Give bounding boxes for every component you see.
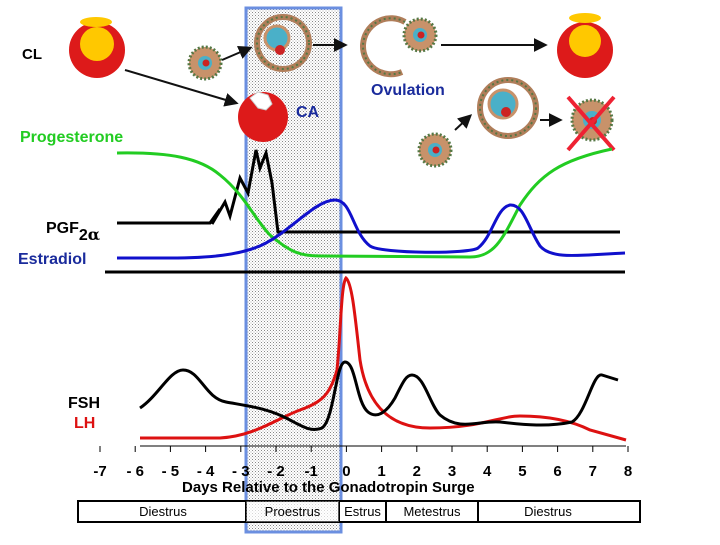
corpus-luteum-icon	[69, 17, 125, 78]
oocyte-icon	[417, 132, 453, 168]
axis-tick-label: 4	[483, 463, 492, 480]
progesterone-label: Progesterone	[20, 129, 124, 146]
pgf-text: PGF	[46, 220, 79, 237]
lh-curve	[140, 275, 627, 442]
axis-tick-label: - 3	[232, 463, 250, 480]
axis-tick-label: - 5	[162, 463, 180, 480]
corpus-albicans-icon	[238, 91, 288, 142]
axis-tick-label: -7	[93, 463, 106, 480]
axis-ticks	[99, 446, 629, 452]
axis-tick-label: - 4	[197, 463, 215, 480]
estradiol-curve	[117, 198, 626, 260]
fsh-curve	[139, 360, 619, 432]
axis-tick-label: 7	[589, 463, 597, 480]
cl-label: CL	[22, 46, 42, 63]
axis-tick-label: - 6	[126, 463, 144, 480]
regressing-corpus-luteum-icon	[566, 95, 616, 152]
corpus-luteum-icon	[557, 13, 613, 78]
axis-tick-labels: -7 - 6 - 5 - 4 - 3 - 2 -1 0 1 2 3 4 5 6 7 8	[93, 463, 632, 480]
ovulation-label: Ovulation	[371, 82, 445, 99]
axis-tick-label: 0	[342, 463, 350, 480]
proestrus-window	[244, 6, 343, 534]
axis-tick-label: - 2	[267, 463, 285, 480]
axis-tick-label: 8	[624, 463, 632, 480]
axis-tick-label: 6	[553, 463, 561, 480]
phase-metestrus: Metestrus	[403, 504, 461, 519]
alpha-symbol: α	[87, 225, 101, 244]
phase-diestrus-late: Diestrus	[524, 504, 572, 519]
axis-tick-label: 2	[413, 463, 421, 480]
phase-estrus: Estrus	[344, 504, 381, 519]
oocyte-icon	[402, 17, 438, 53]
lh-label: LH	[74, 415, 96, 432]
estradiol-label: Estradiol	[18, 251, 87, 268]
axis-tick-label: -1	[305, 463, 318, 480]
progesterone-curve	[116, 147, 613, 259]
transition-arrows	[124, 38, 563, 131]
fsh-label: FSH	[68, 395, 100, 412]
phase-proestrus: Proestrus	[264, 504, 321, 519]
phase-bar	[77, 500, 641, 523]
pgf2a-label: PGF2α	[46, 218, 100, 244]
axis-tick-label: 5	[518, 463, 526, 480]
follicle-icon	[254, 14, 312, 72]
axis-tick-label: 3	[448, 463, 456, 480]
ca-label: CA	[296, 104, 320, 121]
follicle-icon	[187, 45, 223, 81]
pgf2a-curve	[117, 147, 620, 234]
axis-tick-label: 1	[377, 463, 385, 480]
pgf-subscript: 2	[78, 227, 88, 244]
follicle-icon	[477, 77, 539, 139]
phase-diestrus: Diestrus	[139, 504, 187, 519]
axis-title: Days Relative to the Gonadotropin Surge	[182, 479, 475, 496]
ruptured-follicle-icon	[360, 15, 407, 78]
